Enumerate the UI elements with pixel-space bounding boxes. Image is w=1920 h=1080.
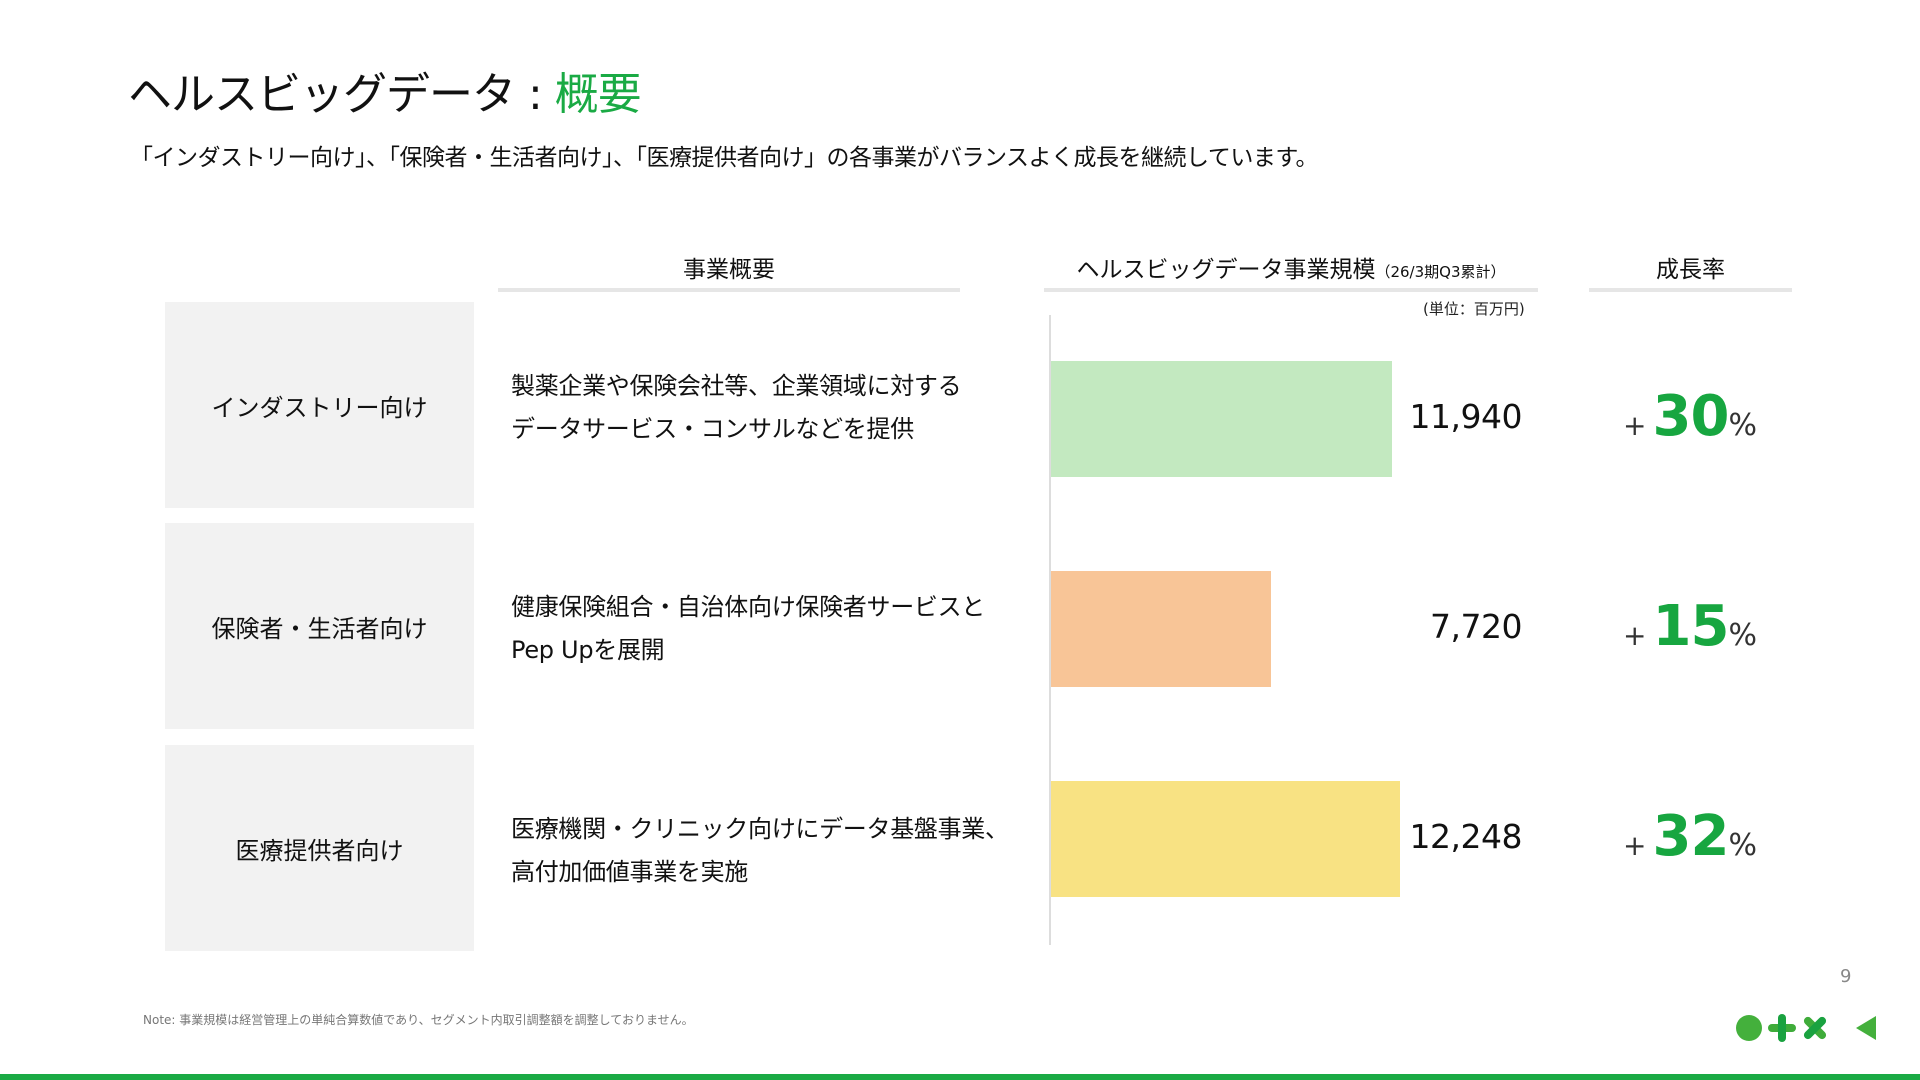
description-industry: 製薬企業や保険会社等、企業領域に対する データサービス・コンサルなどを提供 xyxy=(511,365,962,451)
footnote: Note: 事業規模は経営管理上の単純合算数値であり、セグメント内取引調整額を調… xyxy=(143,1013,694,1027)
growth-number: 32 xyxy=(1652,804,1730,869)
description-line: Pep Upを展開 xyxy=(511,636,665,664)
category-box-provider: 医療提供者向け xyxy=(165,745,474,951)
column-header-overview: 事業概要 xyxy=(683,257,775,283)
header-divider-overview xyxy=(498,288,960,292)
circle-icon xyxy=(1736,1015,1762,1041)
header-divider-growth xyxy=(1589,288,1792,292)
growth-sign: + xyxy=(1623,409,1647,442)
title-main: ヘルスビッグデータ : xyxy=(128,69,555,120)
chart-axis xyxy=(1049,315,1051,945)
bar-insurer xyxy=(1051,571,1271,687)
category-box-insurer: 保険者・生活者向け xyxy=(165,523,474,729)
growth-unit: % xyxy=(1728,408,1757,443)
brand-logo xyxy=(1736,1014,1876,1042)
growth-number: 30 xyxy=(1652,384,1730,449)
description-line: 高付加価値事業を実施 xyxy=(511,858,748,886)
description-insurer: 健康保険組合・自治体向け保険者サービスと Pep Upを展開 xyxy=(511,586,985,672)
growth-sign: + xyxy=(1623,619,1647,652)
bar-industry xyxy=(1051,361,1392,477)
header-divider-scale xyxy=(1044,288,1538,292)
unit-label: (単位：百万円) xyxy=(1423,300,1525,318)
value-provider: 12,248 xyxy=(1409,817,1523,856)
column-header-scale: ヘルスビッグデータ事業規模（26/3期Q3累計） xyxy=(1044,250,1538,284)
scale-period: （26/3期Q3累計） xyxy=(1375,263,1506,281)
bar-provider xyxy=(1051,781,1400,897)
growth-sign: + xyxy=(1623,829,1647,862)
growth-unit: % xyxy=(1728,618,1757,653)
growth-provider: +32% xyxy=(1590,804,1790,869)
scale-title: ヘルスビッグデータ事業規模 xyxy=(1076,257,1376,283)
growth-insurer: +15% xyxy=(1590,594,1790,659)
page-number: 9 xyxy=(1840,966,1852,987)
title-accent: 概要 xyxy=(554,69,642,120)
column-header-growth: 成長率 xyxy=(1656,257,1725,283)
page-title: ヘルスビッグデータ : 概要 xyxy=(128,58,642,122)
footer-accent-bar xyxy=(0,1074,1920,1080)
growth-number: 15 xyxy=(1652,594,1730,659)
description-line: 医療機関・クリニック向けにデータ基盤事業、 xyxy=(511,815,1009,843)
description-line: データサービス・コンサルなどを提供 xyxy=(511,415,914,443)
value-insurer: 7,720 xyxy=(1430,607,1522,646)
growth-industry: +30% xyxy=(1590,384,1790,449)
triangle-left-icon xyxy=(1856,1016,1876,1040)
growth-unit: % xyxy=(1728,828,1757,863)
category-box-industry: インダストリー向け xyxy=(165,302,474,508)
cross-icon xyxy=(1803,1016,1827,1040)
description-line: 製薬企業や保険会社等、企業領域に対する xyxy=(511,372,962,400)
value-industry: 11,940 xyxy=(1409,397,1523,436)
plus-icon xyxy=(1768,1014,1796,1042)
page-subtitle: 「インダストリー向け」、「保険者・生活者向け」、「医療提供者向け」の各事業がバラ… xyxy=(130,145,1319,171)
description-line: 健康保険組合・自治体向け保険者サービスと xyxy=(511,593,985,621)
description-provider: 医療機関・クリニック向けにデータ基盤事業、 高付加価値事業を実施 xyxy=(511,808,1009,894)
